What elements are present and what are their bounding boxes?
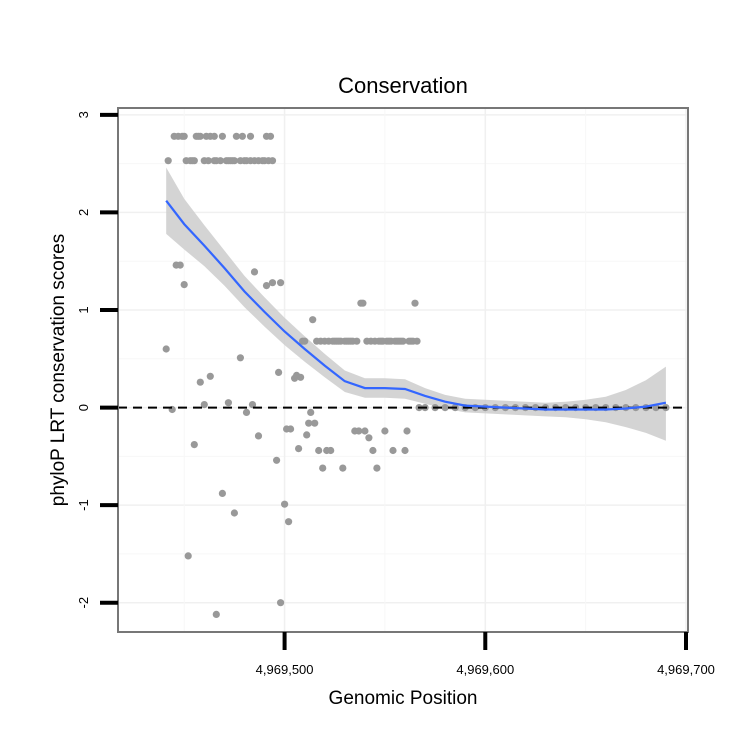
data-point: [373, 464, 381, 472]
data-point: [301, 337, 309, 345]
data-point: [369, 446, 377, 455]
y-tick-label: 0: [76, 404, 91, 411]
data-point: [303, 431, 311, 439]
chart-title: Conservation: [338, 73, 468, 98]
x-axis-title: Genomic Position: [329, 688, 478, 709]
data-point: [218, 132, 226, 140]
data-point: [210, 132, 218, 140]
data-point: [309, 316, 317, 324]
data-point: [268, 279, 277, 287]
data-point: [295, 445, 303, 453]
x-tick-label: 4,969,600: [456, 662, 514, 677]
y-tick-label: -2: [76, 597, 91, 609]
confidence-ribbon-group: [166, 167, 666, 441]
data-point: [359, 299, 367, 307]
data-point: [164, 157, 172, 165]
x-tick-label: 4,969,500: [256, 662, 314, 677]
data-point: [218, 489, 226, 497]
data-point: [441, 404, 449, 412]
data-point: [216, 157, 224, 165]
data-point: [224, 399, 232, 407]
data-point: [262, 282, 271, 290]
data-point: [184, 552, 192, 560]
y-axis: 3 2 1 0 -1 -2: [76, 111, 118, 608]
data-point: [353, 337, 361, 345]
data-point: [212, 610, 220, 619]
data-point: [266, 132, 275, 140]
data-point: [307, 408, 315, 416]
data-point: [361, 427, 369, 435]
confidence-ribbon: [166, 167, 666, 441]
data-point: [403, 427, 411, 435]
data-point: [285, 518, 293, 526]
y-tick-label: -1: [76, 499, 91, 511]
gridlines: [118, 108, 688, 632]
data-point: [365, 434, 373, 442]
data-point: [204, 157, 212, 165]
data-point: [389, 446, 397, 455]
data-point: [275, 368, 283, 376]
data-point: [190, 441, 198, 449]
data-point: [381, 427, 389, 435]
plot-panel-border: [117, 107, 689, 633]
data-points: [162, 132, 670, 619]
data-point: [248, 401, 257, 409]
data-point: [268, 157, 277, 165]
data-point: [401, 446, 409, 455]
data-point: [230, 509, 238, 517]
data-point: [315, 446, 323, 455]
data-point: [180, 132, 188, 140]
data-point: [196, 378, 204, 386]
data-point: [287, 425, 295, 433]
y-tick-label: 2: [76, 209, 91, 216]
data-point: [319, 464, 327, 472]
data-point: [176, 261, 184, 269]
data-point: [230, 157, 238, 165]
data-point: [190, 157, 198, 165]
smooth-line-group: [165, 200, 667, 411]
data-point: [277, 279, 285, 287]
data-point: [254, 432, 263, 440]
data-point: [242, 408, 251, 416]
data-point: [200, 401, 208, 409]
data-point: [355, 427, 363, 435]
x-axis: 4,969,500 4,969,600 4,969,700: [256, 632, 715, 677]
data-point: [399, 337, 407, 345]
x-tick-label: 4,969,700: [657, 662, 715, 677]
data-point: [236, 354, 244, 362]
data-point: [411, 299, 419, 307]
data-point: [327, 446, 335, 455]
data-point: [413, 337, 421, 345]
data-point: [238, 132, 246, 140]
y-axis-title: phyloP LRT conservation scores: [48, 234, 69, 507]
data-point: [273, 456, 281, 464]
data-point: [246, 132, 255, 140]
data-point: [297, 373, 305, 381]
data-point: [206, 372, 214, 380]
data-point: [277, 599, 285, 607]
data-point: [250, 268, 259, 276]
y-tick-label: 1: [76, 306, 91, 313]
data-point: [339, 464, 347, 472]
data-point: [196, 132, 204, 140]
data-point: [162, 345, 170, 353]
data-point: [305, 419, 313, 427]
data-point: [281, 500, 289, 508]
smooth-line: [165, 200, 667, 411]
data-point: [232, 132, 240, 140]
y-tick-label: 3: [76, 111, 91, 118]
data-point: [311, 419, 319, 427]
data-point: [180, 281, 188, 289]
